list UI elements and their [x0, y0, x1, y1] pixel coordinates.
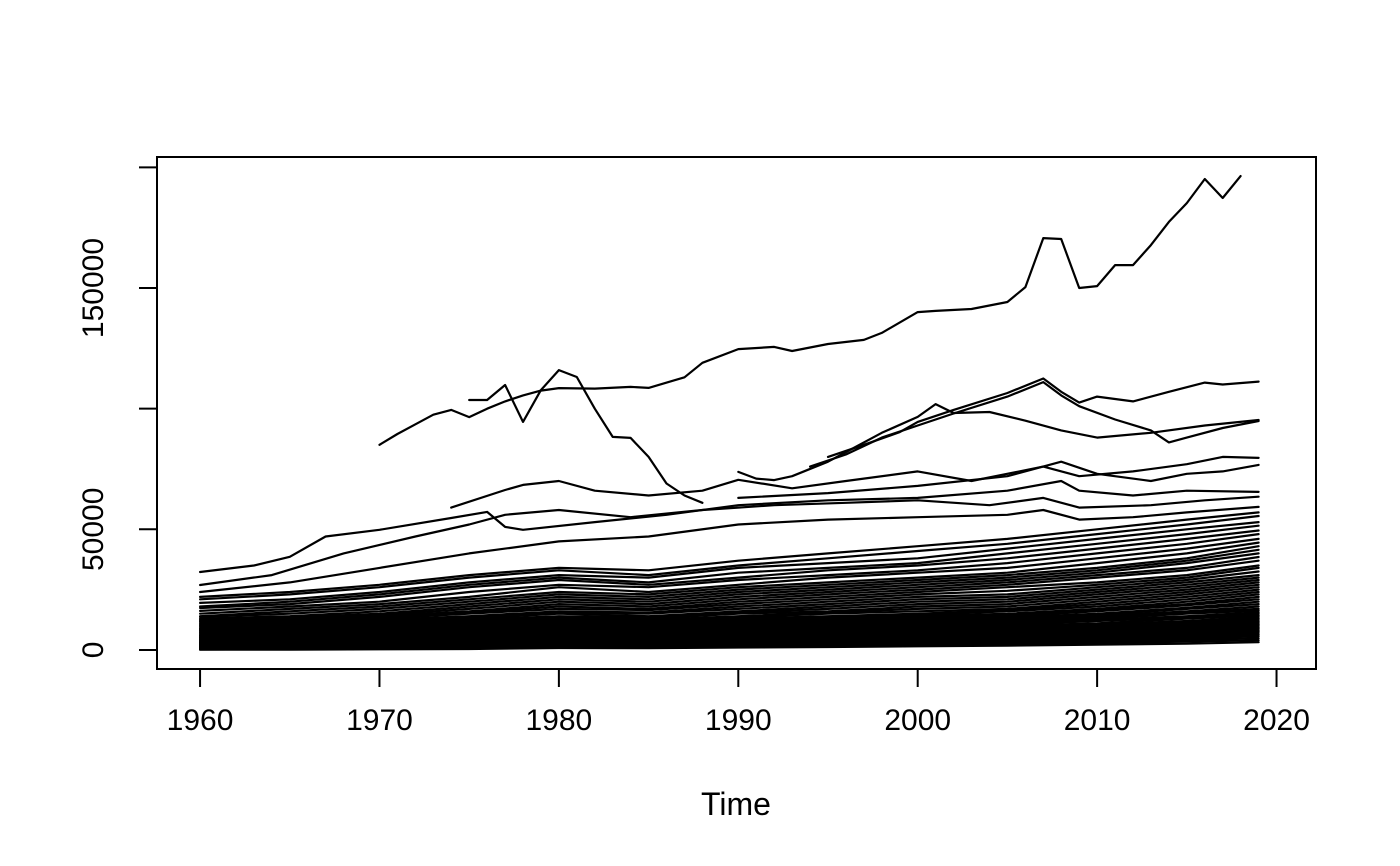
series-line	[199, 566, 1260, 626]
x-axis-tick-label: 1960	[167, 704, 234, 737]
series-line	[199, 520, 1260, 605]
second-1960-line-series	[199, 495, 1260, 587]
double-peak-2007-a-series	[826, 377, 1260, 458]
y-axis-tick-label: 50000	[77, 488, 110, 571]
plot-border-box	[156, 156, 1317, 670]
zigzag-1980-peak-series	[468, 369, 704, 504]
y-axis-tick-label: 150000	[77, 238, 110, 338]
series-line	[199, 578, 1260, 631]
top-1960-line-series	[199, 479, 1260, 574]
double-peak-2007-b-series	[808, 381, 1260, 468]
series-line	[199, 583, 1260, 633]
series-line	[199, 541, 1260, 618]
series-line	[199, 573, 1260, 629]
series-line	[199, 524, 1260, 608]
third-1960-line-series	[199, 505, 1260, 594]
x-axis-tick-label: 1970	[346, 704, 413, 737]
series-line	[199, 570, 1260, 627]
series-line	[199, 552, 1260, 621]
series-line	[199, 590, 1260, 636]
top-line-series	[378, 175, 1242, 446]
series-line	[199, 581, 1260, 632]
series-line	[199, 559, 1260, 624]
series-line	[199, 545, 1260, 619]
series-line	[199, 586, 1260, 634]
x-axis-tick-label: 1980	[526, 704, 593, 737]
y-axis: 0 50000 150000	[77, 166, 157, 659]
series-line	[199, 529, 1260, 610]
x-axis-tick-label: 2000	[884, 704, 951, 737]
x-axis: 1960 1970 1980 1990 2000 2010 2020	[167, 669, 1310, 737]
series-line	[199, 576, 1260, 630]
series-lines-group	[199, 175, 1260, 651]
x-axis-title: Time	[701, 786, 771, 822]
series-line	[199, 641, 1260, 651]
series-line	[199, 564, 1260, 625]
series-line	[199, 511, 1260, 599]
series-line	[199, 537, 1260, 615]
series-line	[199, 514, 1260, 601]
late-riser-line-series	[737, 460, 1260, 499]
x-axis-tick-label: 2010	[1064, 704, 1131, 737]
mid-meander-line-series	[450, 455, 1260, 509]
x-axis-tick-label: 1990	[705, 704, 772, 737]
x-axis-tick-label: 2020	[1243, 704, 1310, 737]
series-line	[199, 555, 1260, 623]
peak-2001-line-series	[737, 403, 1260, 482]
series-line	[199, 588, 1260, 635]
y-axis-tick-label: 0	[77, 642, 110, 659]
series-line	[199, 548, 1260, 620]
series-line	[199, 532, 1260, 613]
